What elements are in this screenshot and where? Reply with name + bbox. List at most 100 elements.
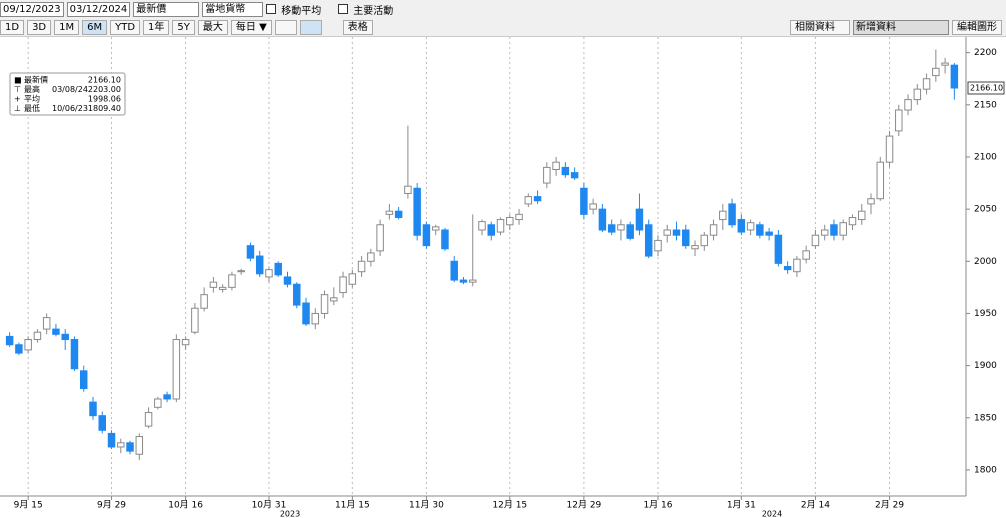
candle-body (191, 307, 199, 333)
last-price: 2166.10 (970, 84, 1003, 93)
period-button[interactable]: 5Y (172, 19, 195, 35)
frequency[interactable]: 每日 ▼ (230, 19, 272, 35)
candle-body (33, 331, 42, 341)
legend-value: 2166.10 (88, 76, 121, 85)
candle-body (746, 222, 755, 231)
candle-body (783, 266, 792, 271)
candle-body (274, 262, 282, 276)
candle-body (441, 229, 449, 250)
candle-body (895, 109, 903, 132)
candle-body (181, 339, 190, 346)
period-button[interactable]: 3D (27, 19, 52, 35)
candle-body (709, 224, 718, 236)
candle-body (524, 196, 533, 205)
candle-body (330, 297, 338, 302)
candle-body (654, 239, 662, 252)
legend-date: 10/06/23 (52, 104, 88, 113)
x-tick-label: 9月 29 (97, 500, 126, 511)
candle-body (533, 196, 542, 202)
candle-body (302, 302, 310, 325)
candle-body (200, 294, 208, 309)
y-tick-label: 2200 (974, 48, 997, 58)
legend-date: 03/08/24 (52, 85, 88, 94)
x-tick-label: 11月 15 (335, 500, 370, 511)
candle-body (117, 442, 125, 448)
candle-body (913, 88, 922, 101)
start-date[interactable]: 09/12/2023 (0, 1, 64, 17)
candle-body (348, 273, 357, 285)
candle-body (941, 62, 949, 66)
checkbox[interactable] (266, 4, 277, 14)
candle-body (580, 187, 588, 215)
edit-chart[interactable]: 編輯圖形 (952, 19, 1002, 35)
candle-body (876, 161, 885, 200)
currency-select[interactable]: 當地貨幣 (202, 1, 264, 17)
candle-body (431, 226, 440, 231)
candle-body (89, 401, 97, 417)
x-tick-label: 10月 16 (168, 500, 203, 511)
period-button[interactable]: 1年 (143, 19, 170, 35)
checkbox[interactable] (338, 4, 349, 14)
candle-body (311, 312, 320, 325)
candle-body (42, 317, 51, 330)
candle-body (385, 210, 394, 215)
candle-body (506, 216, 514, 226)
period-button[interactable]: 最大 (197, 19, 228, 35)
candle-body (950, 64, 959, 89)
candle-body (793, 258, 801, 273)
legend-symbol: ⊥ (14, 104, 21, 113)
candle-body (774, 234, 783, 264)
blank-button[interactable] (299, 19, 322, 35)
candle-body (24, 339, 32, 351)
related-data[interactable]: 相關資料 (790, 19, 850, 35)
blank-button[interactable] (274, 19, 297, 35)
candle-body (218, 286, 227, 290)
field-select[interactable]: 最新價 (133, 1, 200, 17)
y-tick-label: 2050 (974, 205, 997, 215)
candle-body (598, 208, 607, 231)
add-data[interactable]: 新增資料 (853, 19, 949, 35)
candle-body (450, 260, 458, 281)
legend-name: 最低 (24, 103, 40, 113)
key-events[interactable]: 主要活動 (353, 5, 394, 17)
candle-body (283, 276, 292, 285)
legend-value: 2203.00 (88, 85, 121, 94)
candle-body (737, 219, 746, 233)
candle-body (867, 198, 875, 205)
candle-body (404, 185, 412, 194)
last-price-tag (967, 81, 1005, 95)
table-button[interactable]: 表格 (342, 19, 373, 35)
x-tick-label: 2月 29 (875, 500, 904, 511)
candle-body (70, 339, 79, 370)
candle-body (468, 279, 477, 283)
y-tick-label: 2150 (974, 100, 997, 110)
candle-body (635, 208, 644, 231)
moving-average[interactable]: 移動平均 (281, 5, 322, 17)
candle-body (357, 260, 366, 273)
candle-body (107, 432, 116, 448)
candle-body (543, 166, 551, 184)
period-button[interactable]: 1M (54, 19, 80, 35)
x-tick-label: 2月 14 (801, 500, 830, 511)
candle-body (719, 210, 727, 221)
candle-body (376, 224, 384, 252)
candle-body (5, 335, 14, 346)
period-button[interactable]: 6M (82, 19, 108, 35)
legend-symbol: ⊤ (14, 85, 21, 94)
candle-body (163, 394, 171, 400)
candle-body (663, 229, 671, 236)
candle-body (209, 281, 218, 288)
candle-body (607, 224, 616, 233)
period-button[interactable]: 1D (0, 19, 25, 35)
candle-body (932, 67, 940, 77)
period-button[interactable]: YTD (110, 19, 141, 35)
legend-value: 1998.06 (88, 95, 121, 104)
candle-body (765, 231, 773, 236)
candle-body (320, 294, 329, 314)
end-date[interactable]: 03/12/2024 (66, 1, 131, 17)
y-tick-label: 1900 (974, 361, 997, 371)
candle-body (265, 269, 273, 278)
candle-body (144, 412, 153, 427)
y-tick-label: 1950 (974, 309, 997, 319)
candle-body (922, 78, 931, 90)
